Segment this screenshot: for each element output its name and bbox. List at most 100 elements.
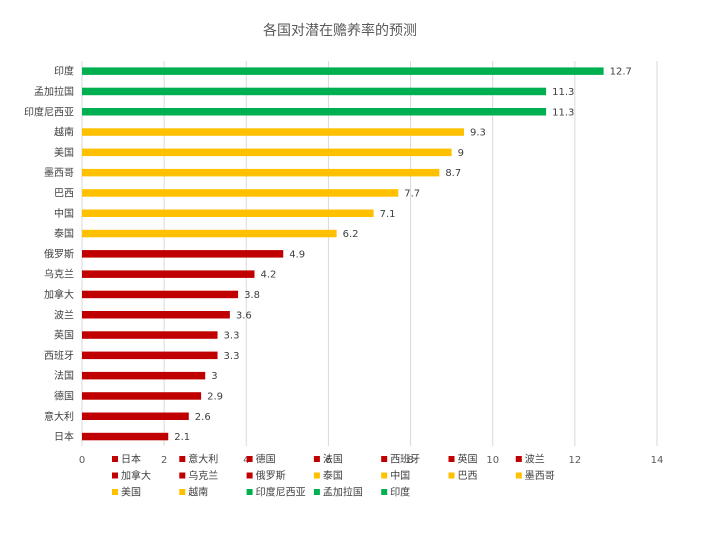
category-label: 德国 (54, 389, 74, 402)
bar (82, 270, 255, 278)
category-label: 印度尼西亚 (24, 105, 74, 118)
data-label: 7.7 (404, 188, 420, 199)
category-label: 墨西哥 (44, 167, 74, 179)
category-label: 法国 (54, 369, 74, 382)
bar (82, 67, 604, 75)
legend-item: 墨西哥 (515, 470, 555, 482)
legend-item: 日本 (112, 453, 141, 466)
data-label: 3.3 (224, 351, 240, 362)
legend-label: 印度尼西亚 (256, 486, 306, 499)
bar (82, 351, 218, 360)
category-label: 巴西 (54, 187, 74, 199)
legend-label: 法国 (323, 453, 343, 466)
legend-item: 德国 (246, 453, 276, 466)
data-label: 4.9 (289, 249, 305, 260)
bar (82, 412, 189, 420)
data-label: 2.1 (174, 432, 190, 443)
legend-item: 泰国 (313, 469, 343, 482)
legend-swatch (179, 472, 186, 479)
bar (82, 128, 464, 136)
legend-swatch (179, 489, 186, 495)
legend-item: 法国 (313, 453, 343, 466)
legend-swatch (246, 456, 253, 462)
legend-item: 意大利 (179, 453, 218, 466)
x-tick-label: 10 (486, 455, 499, 466)
legend-swatch (381, 472, 388, 479)
data-label: 3.6 (236, 310, 252, 321)
data-label: 3.8 (244, 290, 260, 301)
legend-item: 乌克兰 (179, 469, 218, 482)
bar (82, 168, 440, 177)
data-label: 3.3 (224, 331, 240, 342)
legend-label: 加拿大 (121, 469, 151, 482)
category-label: 加拿大 (44, 288, 74, 301)
data-label: 12.7 (610, 67, 632, 78)
legend-label: 日本 (121, 453, 141, 466)
legend-swatch (448, 456, 455, 462)
bar (82, 148, 452, 157)
bar (82, 87, 547, 96)
legend-swatch (313, 472, 320, 479)
data-label: 4.2 (261, 270, 277, 281)
legend-swatch (179, 456, 186, 462)
data-label: 8.7 (445, 168, 461, 179)
x-tick-label: 0 (79, 455, 85, 466)
legend-swatch (112, 472, 118, 479)
legend-swatch (381, 489, 388, 495)
legend-label: 意大利 (188, 453, 218, 466)
data-label: 2.9 (207, 391, 223, 402)
bars: 2.1 2.6 2.9 3 3.3 3.3 3.6 3.84.2 4.9 6.2 7.1 7.7 8.7… (82, 67, 632, 443)
bar (82, 392, 202, 400)
category-label: 乌克兰 (44, 268, 74, 281)
data-label: 6.2 (343, 229, 359, 240)
bar (82, 311, 230, 319)
category-label: 波兰 (54, 308, 74, 321)
x-tick-label: 2 (161, 455, 167, 466)
bar (82, 209, 374, 217)
data-label: 9 (458, 148, 464, 159)
bar (82, 371, 206, 380)
legend-label: 巴西 (458, 470, 478, 482)
legend-swatch (112, 456, 118, 462)
x-tick-label: 4 (243, 455, 249, 466)
bar (82, 250, 284, 258)
category-label: 西班牙 (44, 350, 74, 362)
legend-item: 越南 (179, 486, 208, 499)
legend-label: 墨西哥 (525, 470, 555, 482)
category-label: 印度 (54, 65, 74, 78)
legend-label: 印度 (390, 486, 410, 499)
bar (82, 189, 399, 197)
bar (82, 432, 169, 441)
legend-item: 巴西 (448, 470, 478, 482)
data-label: 7.1 (380, 209, 396, 220)
legend-label: 德国 (256, 453, 276, 466)
category-label: 美国 (54, 146, 74, 159)
category-label: 中国 (54, 207, 74, 220)
legend-item: 美国 (112, 486, 141, 499)
category-label: 俄罗斯 (44, 247, 74, 260)
category-label: 日本 (54, 430, 74, 443)
category-label: 英国 (54, 329, 74, 342)
legend-swatch (448, 472, 455, 479)
legend-label: 孟加拉国 (323, 486, 363, 499)
legend-label: 中国 (390, 469, 410, 482)
legend-swatch (515, 456, 522, 462)
category-label: 意大利 (44, 410, 74, 423)
legend-item: 英国 (448, 453, 478, 466)
x-tick-label: 6 (325, 455, 331, 466)
legend-label: 美国 (121, 486, 141, 499)
data-label: 3 (211, 371, 217, 382)
category-labels: 日本 意大利 德国 法国 西班牙 英国 波兰 加拿大 乌克兰 俄罗斯 泰国 中国 巴西 墨西哥 美国 越南 印度… (24, 65, 74, 443)
legend-item: 中国 (381, 469, 410, 482)
data-label: 11.3 (552, 87, 574, 98)
legend-swatch (313, 456, 320, 462)
legend-swatch (112, 489, 118, 495)
bar (82, 331, 218, 339)
legend-swatch (381, 456, 388, 462)
x-tick-label: 12 (568, 455, 581, 466)
legend-swatch (246, 489, 253, 495)
legend-label: 英国 (458, 453, 478, 466)
legend-item: 俄罗斯 (246, 469, 286, 482)
